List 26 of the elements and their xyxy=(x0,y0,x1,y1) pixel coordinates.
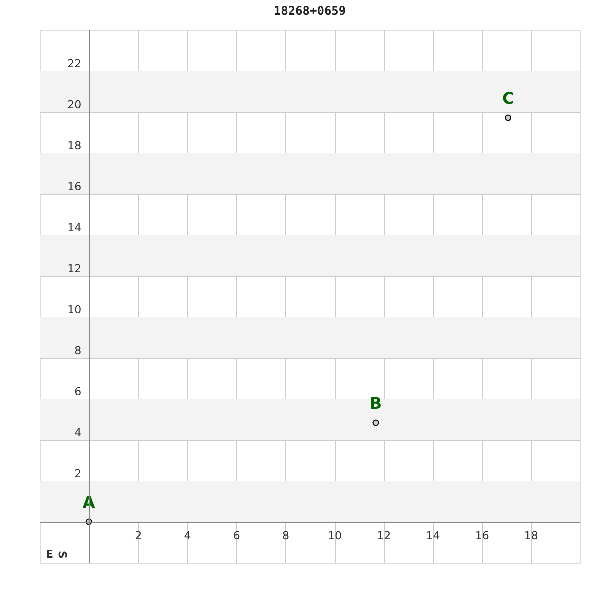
x-tick-label: 6 xyxy=(233,530,240,542)
y-tick-label: 22 xyxy=(68,58,82,70)
annotation: B xyxy=(370,394,382,413)
annotation: A xyxy=(82,493,96,512)
y-tick-label: 10 xyxy=(68,304,82,316)
annotation: E xyxy=(46,548,54,561)
y-tick-label: 8 xyxy=(74,344,82,358)
y-tick-label: 16 xyxy=(68,180,82,194)
x-tick-label: 14 xyxy=(426,530,440,542)
annotation: S xyxy=(56,551,69,560)
x-tick-label: 8 xyxy=(282,530,290,542)
x-tick-label: 2 xyxy=(135,530,142,542)
chart-title: 18268+0659 xyxy=(274,4,346,18)
y-tick-label: 6 xyxy=(74,386,82,398)
y-tick-label: 20 xyxy=(68,98,82,112)
y-tick-label: 14 xyxy=(68,222,82,234)
y-tick-label: 2 xyxy=(74,468,82,480)
x-tick-label: 4 xyxy=(184,530,192,542)
x-tick-label: 16 xyxy=(475,530,490,542)
x-tick-label: 12 xyxy=(377,530,392,542)
y-tick-label: 4 xyxy=(74,426,82,440)
x-tick-label: 18 xyxy=(524,530,538,542)
annotation: C xyxy=(502,88,514,108)
y-tick-label: 18 xyxy=(68,140,82,152)
y-tick-label: 12 xyxy=(68,262,82,276)
x-tick-label: 10 xyxy=(328,530,342,542)
